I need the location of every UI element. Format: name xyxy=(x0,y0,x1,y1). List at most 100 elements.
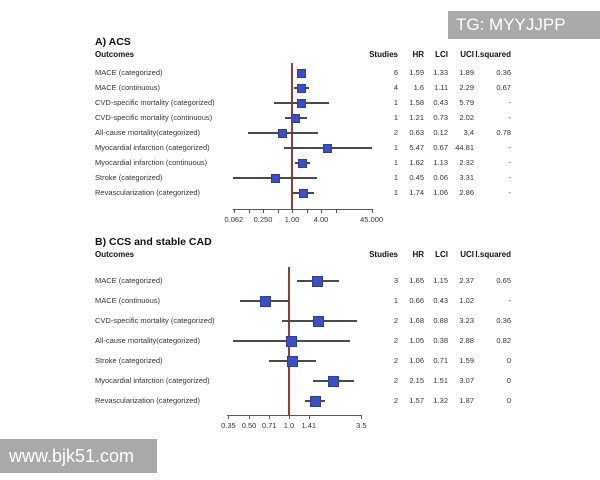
outcome-label: CVD-specific mortality (continuous) xyxy=(95,113,213,122)
outcome-label: Revascularization (categorized) xyxy=(95,188,201,197)
stat-i-squared: 0.67 xyxy=(496,83,511,92)
outcome-label: All-cause mortality(categorized) xyxy=(95,128,201,137)
outcome-label: All-cause mortality(categorized) xyxy=(95,336,201,345)
stat-lci: 1.15 xyxy=(433,276,448,285)
stat-i-squared: 0.36 xyxy=(496,68,511,77)
hr-marker xyxy=(270,173,280,183)
stat-i-squared: - xyxy=(508,188,512,197)
stat-lci: 0.73 xyxy=(433,113,448,122)
outcome-label: Myocardial infarction (continuous) xyxy=(95,158,208,167)
x-axis-tick xyxy=(248,209,250,213)
stat-i-squared: 0.36 xyxy=(496,316,511,325)
x-axis-tick-label: 1.41 xyxy=(301,421,317,430)
stat-column-header: LCI xyxy=(435,50,448,59)
outcome-label: Myocardial infarction (categorized) xyxy=(95,376,210,385)
stat-i-squared: - xyxy=(508,173,512,182)
x-axis-tick xyxy=(249,415,250,419)
outcomes-column-header: Outcomes xyxy=(95,250,135,259)
x-axis-tick xyxy=(292,209,293,213)
x-axis-tick xyxy=(233,209,235,213)
stat-hr: 1.57 xyxy=(409,396,424,405)
x-axis-tick-label: 3.5 xyxy=(356,421,367,430)
stat-studies: 1 xyxy=(393,98,398,107)
x-axis-tick-label: 1.00 xyxy=(284,215,300,224)
stat-hr: 1.74 xyxy=(409,188,424,197)
stat-uci: 3.31 xyxy=(459,173,474,182)
x-axis-tick xyxy=(277,209,279,213)
hr-marker xyxy=(286,355,298,367)
hr-marker xyxy=(297,98,307,108)
stat-hr: 1.68 xyxy=(409,316,424,325)
stat-lci: 0.71 xyxy=(433,356,448,365)
stat-lci: 1.32 xyxy=(433,396,448,405)
outcome-label: MACE (categorized) xyxy=(95,68,163,77)
stat-i-squared: 0.78 xyxy=(496,128,511,137)
x-axis-tick-label: 4.00 xyxy=(313,215,329,224)
stat-uci: 2.37 xyxy=(459,276,474,285)
stat-i-squared: 0 xyxy=(506,396,511,405)
stat-uci: 2.29 xyxy=(459,83,474,92)
stat-hr: 0.63 xyxy=(409,128,424,137)
stat-studies: 2 xyxy=(393,376,398,385)
stat-hr: 1.21 xyxy=(409,113,424,122)
stat-studies: 1 xyxy=(393,143,398,152)
outcome-label: Myocardial infarction (categorized) xyxy=(95,143,210,152)
stat-studies: 2 xyxy=(393,396,398,405)
stat-uci: 2.86 xyxy=(459,188,474,197)
stat-i-squared: - xyxy=(508,158,512,167)
stat-uci: 44.81 xyxy=(455,143,474,152)
hr-marker xyxy=(291,113,301,123)
stat-lci: 1.13 xyxy=(433,158,448,167)
outcomes-column-header: Outcomes xyxy=(95,50,135,59)
x-axis-tick xyxy=(371,209,373,213)
stat-studies: 2 xyxy=(393,316,398,325)
stat-i-squared: - xyxy=(508,98,512,107)
stat-uci: 5.79 xyxy=(459,98,474,107)
stat-uci: 1.02 xyxy=(459,296,474,305)
stat-uci: 1.87 xyxy=(459,396,474,405)
stat-hr: 1.62 xyxy=(409,158,424,167)
stat-lci: 0.67 xyxy=(433,143,448,152)
reference-line xyxy=(291,63,293,209)
stat-hr: 2.15 xyxy=(409,376,424,385)
outcome-label: MACE (categorized) xyxy=(95,276,163,285)
stat-i-squared: - xyxy=(508,113,512,122)
outcome-label: Revascularization (categorized) xyxy=(95,396,201,405)
stat-studies: 3 xyxy=(393,276,398,285)
stat-studies: 4 xyxy=(393,83,398,92)
hr-marker xyxy=(297,83,307,93)
stat-hr: 5.47 xyxy=(409,143,424,152)
watermark-bottom-left: www.bjk51.com xyxy=(0,439,157,473)
stat-studies: 6 xyxy=(393,68,398,77)
stat-hr: 0.45 xyxy=(409,173,424,182)
hr-marker xyxy=(286,335,298,347)
stat-lci: 0.12 xyxy=(433,128,448,137)
x-axis-tick-label: 0.250 xyxy=(253,215,273,224)
stat-hr: 1.59 xyxy=(409,68,424,77)
stat-column-header: HR xyxy=(412,250,424,259)
stat-hr: 1.06 xyxy=(409,356,424,365)
stat-uci: 3.07 xyxy=(459,376,474,385)
stat-studies: 2 xyxy=(393,128,398,137)
x-axis-line xyxy=(232,209,373,210)
stat-uci: 3,4 xyxy=(463,128,474,137)
stat-uci: 1.59 xyxy=(459,356,474,365)
x-axis-line xyxy=(227,415,363,416)
hr-marker xyxy=(297,158,307,168)
stat-hr: 1.6 xyxy=(413,83,424,92)
stat-lci: 0.06 xyxy=(433,173,448,182)
stat-uci: 2.32 xyxy=(459,158,474,167)
outcome-label: Stroke (categorized) xyxy=(95,173,163,182)
stat-lci: 0.43 xyxy=(433,296,448,305)
outcome-label: Stroke (categorized) xyxy=(95,356,163,365)
outcome-label: MACE (continuous) xyxy=(95,296,161,305)
stat-i-squared: 0.82 xyxy=(496,336,511,345)
stat-column-header: UCI xyxy=(460,250,474,259)
stat-lci: 0.43 xyxy=(433,98,448,107)
stat-lci: 0.88 xyxy=(433,316,448,325)
stat-studies: 1 xyxy=(393,296,398,305)
x-axis-tick xyxy=(335,209,337,213)
stat-column-header: UCI xyxy=(460,50,474,59)
stat-column-header: HR xyxy=(412,50,424,59)
